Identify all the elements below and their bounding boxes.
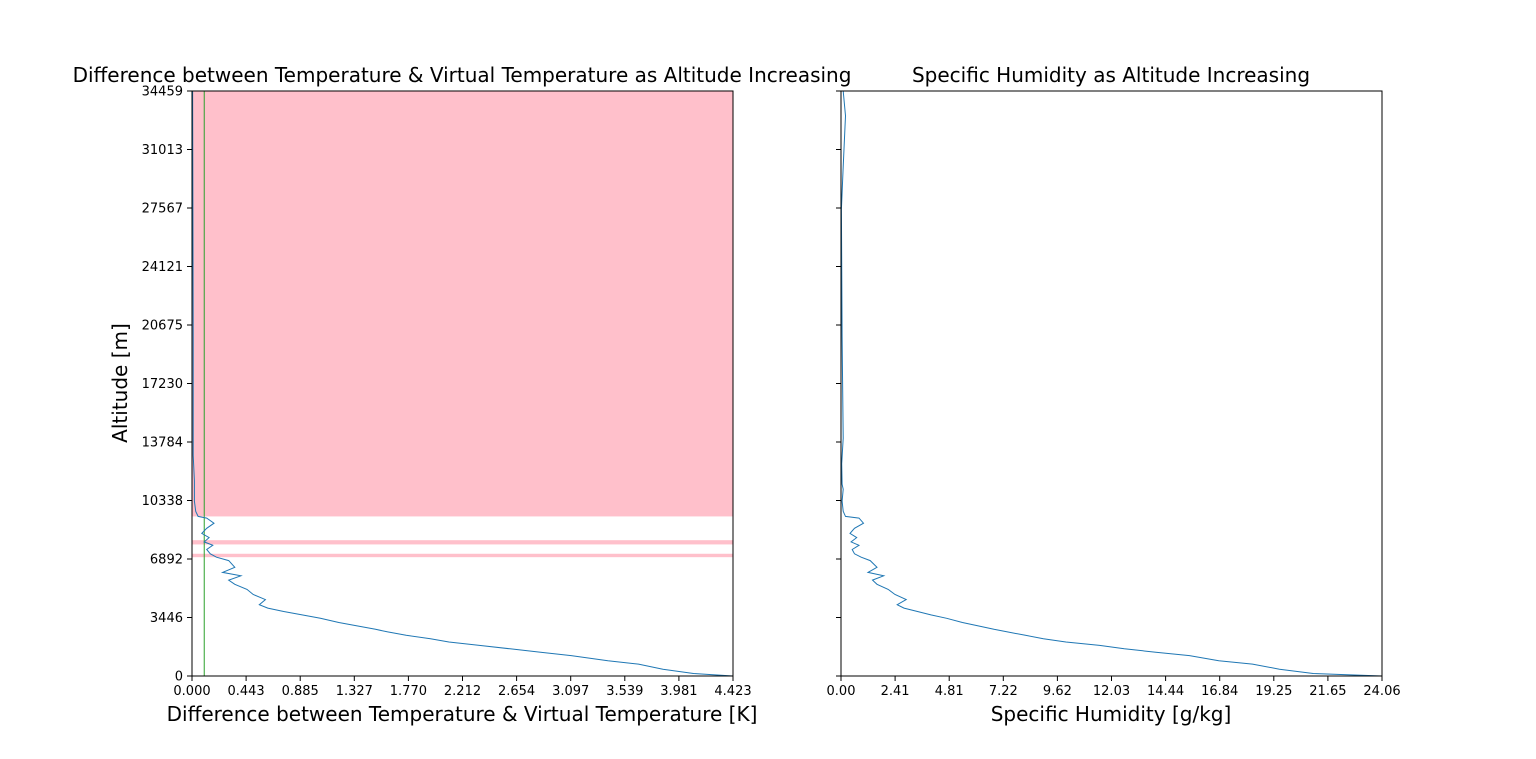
y-tick-label: 24121 [142, 260, 183, 275]
x-tick-label: 9.62 [1043, 684, 1072, 699]
x-tick-label: 3.097 [552, 684, 589, 699]
x-tick-label: 2.212 [444, 684, 481, 699]
x-tick-label: 12.03 [1093, 684, 1130, 699]
y-tick-label: 6892 [150, 553, 183, 568]
x-tick-label: 19.25 [1255, 684, 1292, 699]
x-axis-title-right: Specific Humidity [g/kg] [991, 702, 1232, 726]
x-tick-label: 21.65 [1309, 684, 1346, 699]
x-tick-label: 24.06 [1363, 684, 1400, 699]
x-tick-label: 1.770 [390, 684, 427, 699]
y-tick-label: 17230 [142, 377, 183, 392]
x-tick-label: 14.44 [1147, 684, 1184, 699]
chart-title-specific-humidity: Specific Humidity as Altitude Increasing [912, 63, 1310, 87]
y-tick-label: 27567 [142, 202, 183, 217]
series-line-0 [840, 90, 1383, 677]
x-tick-label: 0.00 [827, 684, 856, 699]
series-line-group [840, 90, 1383, 677]
x-tick-label: 1.327 [336, 684, 373, 699]
chart-temp-diff: Difference between Temperature & Virtual… [73, 63, 852, 726]
y-tick-label: 3446 [150, 611, 183, 626]
shaded-band-2 [192, 553, 733, 558]
x-axis-title-left: Difference between Temperature & Virtual… [167, 702, 758, 726]
x-tick-label: 0.885 [282, 684, 319, 699]
x-tick-label: 7.22 [989, 684, 1018, 699]
shaded-band-1 [192, 540, 733, 545]
x-tick-label: 2.654 [498, 684, 535, 699]
y-tick-label: 0 [175, 670, 183, 685]
x-tick-label: 0.443 [227, 684, 264, 699]
y-ticks-right [836, 90, 841, 677]
shaded-band-0 [192, 91, 733, 517]
chart-title-temp-diff: Difference between Temperature & Virtual… [73, 63, 852, 87]
x-tick-label: 2.41 [881, 684, 910, 699]
y-tick-label: 10338 [142, 494, 183, 509]
x-tick-label: 4.423 [714, 684, 751, 699]
x-ticks-right: 0.00 2.41 4.81 7.22 9.62 12.03 14.44 16.84 19.25… [827, 676, 1401, 699]
y-axis-title-left: Altitude [m] [108, 323, 132, 443]
y-tick-label: 31013 [142, 143, 183, 158]
x-tick-label: 16.84 [1201, 684, 1238, 699]
x-tick-label: 4.81 [935, 684, 964, 699]
y-tick-label: 34459 [142, 85, 183, 100]
x-tick-label: 0.000 [173, 684, 210, 699]
series-line-0 [192, 90, 734, 677]
y-tick-label: 13784 [142, 436, 183, 451]
axes-frame-right [840, 90, 1383, 677]
series-line-group [192, 90, 734, 677]
y-ticks-left: 0 3446 6892 10338 13784 17230 20675 24121 27567 3… [142, 85, 192, 685]
chart-specific-humidity: Specific Humidity as Altitude Increasing… [827, 63, 1401, 726]
y-tick-label: 20675 [142, 319, 183, 334]
x-ticks-left: 0.000 0.443 0.885 1.327 1.770 2.212 2.654 3.097… [173, 676, 752, 699]
shaded-bands-group [192, 91, 733, 558]
x-tick-label: 3.981 [660, 684, 697, 699]
x-tick-label: 3.539 [606, 684, 643, 699]
